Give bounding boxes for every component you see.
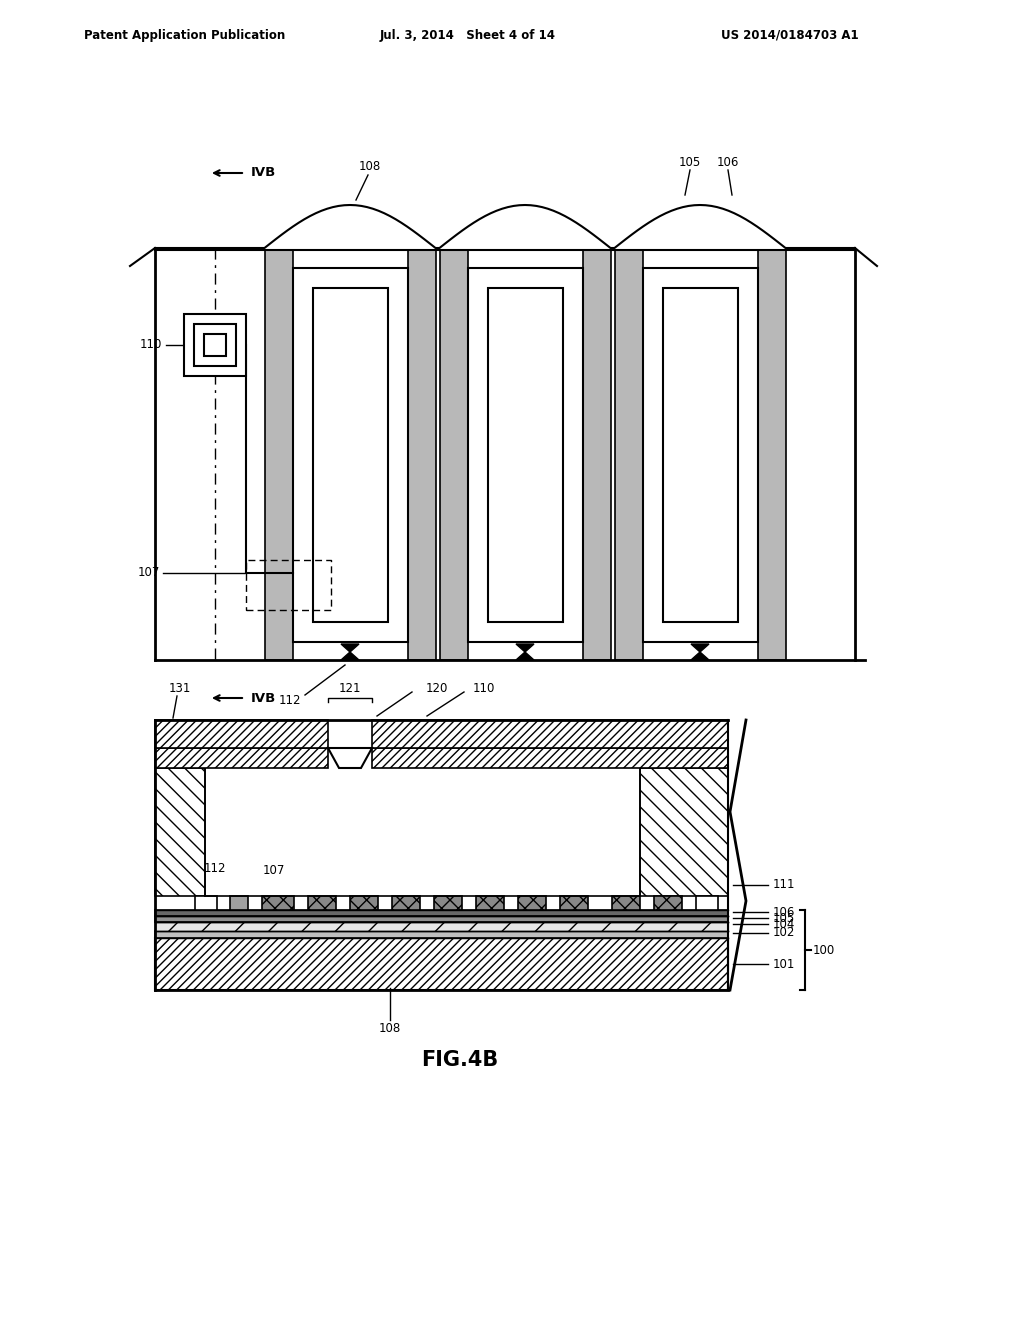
- Text: FIG.4A: FIG.4A: [521, 719, 599, 741]
- Text: 120: 120: [426, 681, 449, 694]
- Bar: [293, 268, 408, 642]
- Text: 107: 107: [137, 566, 160, 579]
- Bar: [434, 896, 462, 909]
- Bar: [518, 896, 546, 909]
- Text: 105: 105: [773, 912, 796, 924]
- Bar: [308, 896, 336, 909]
- Bar: [155, 768, 205, 896]
- Bar: [642, 268, 758, 642]
- Bar: [612, 896, 640, 909]
- Bar: [696, 896, 718, 909]
- Bar: [195, 896, 217, 909]
- Polygon shape: [516, 652, 534, 660]
- Bar: [312, 288, 387, 622]
- Text: 112: 112: [279, 693, 301, 706]
- Bar: [476, 896, 504, 909]
- Text: 106: 106: [773, 906, 796, 919]
- Bar: [155, 939, 728, 990]
- Polygon shape: [328, 748, 372, 768]
- Bar: [262, 896, 294, 909]
- Bar: [155, 931, 728, 939]
- Polygon shape: [341, 652, 359, 660]
- Text: 102: 102: [773, 927, 796, 940]
- Bar: [264, 249, 293, 660]
- Text: 106: 106: [717, 157, 739, 169]
- Text: 112: 112: [204, 862, 226, 874]
- Text: FIG.4B: FIG.4B: [421, 1049, 499, 1071]
- Bar: [758, 249, 785, 660]
- Bar: [654, 896, 682, 909]
- Text: Patent Application Publication: Patent Application Publication: [84, 29, 286, 41]
- Text: 107: 107: [263, 863, 286, 876]
- Bar: [439, 249, 468, 660]
- Text: 104: 104: [773, 917, 796, 931]
- Text: IVB: IVB: [251, 692, 276, 705]
- Bar: [560, 896, 588, 909]
- Text: 111: 111: [773, 879, 796, 891]
- Bar: [155, 921, 728, 931]
- Bar: [468, 268, 583, 642]
- Text: 110: 110: [473, 681, 496, 694]
- Text: 121: 121: [339, 681, 361, 694]
- Bar: [408, 249, 435, 660]
- Bar: [184, 314, 246, 376]
- Text: IVB: IVB: [251, 166, 276, 180]
- Text: 105: 105: [679, 157, 701, 169]
- Bar: [487, 288, 562, 622]
- Bar: [155, 748, 328, 768]
- Text: Jul. 3, 2014   Sheet 4 of 14: Jul. 3, 2014 Sheet 4 of 14: [380, 29, 556, 41]
- Bar: [392, 896, 420, 909]
- Text: 101: 101: [773, 957, 796, 970]
- Bar: [663, 288, 737, 622]
- Bar: [583, 249, 610, 660]
- Bar: [640, 768, 728, 896]
- Text: 108: 108: [358, 161, 381, 173]
- Bar: [230, 896, 248, 909]
- Bar: [350, 896, 378, 909]
- Bar: [155, 909, 728, 916]
- Text: 100: 100: [813, 944, 836, 957]
- Bar: [204, 334, 226, 356]
- Bar: [372, 748, 728, 768]
- Bar: [155, 719, 328, 748]
- Text: US 2014/0184703 A1: US 2014/0184703 A1: [721, 29, 859, 41]
- Polygon shape: [691, 644, 709, 652]
- Text: 110: 110: [139, 338, 162, 351]
- Text: 131: 131: [169, 681, 191, 694]
- Text: 108: 108: [379, 1022, 401, 1035]
- Polygon shape: [516, 644, 534, 652]
- Bar: [194, 323, 236, 366]
- Polygon shape: [691, 652, 709, 660]
- Bar: [205, 768, 640, 896]
- Bar: [372, 719, 728, 748]
- Polygon shape: [341, 644, 359, 652]
- Bar: [155, 916, 728, 921]
- Bar: [614, 249, 642, 660]
